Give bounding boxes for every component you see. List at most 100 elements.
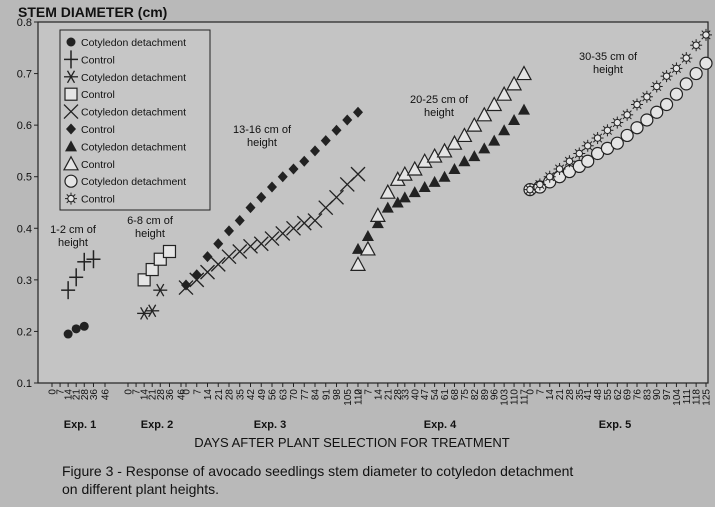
caption-line-2: on different plant heights. xyxy=(62,481,219,497)
marker-circle-open xyxy=(699,56,713,70)
x-tick-label: 97 xyxy=(662,389,673,401)
x-tick-label: 0 xyxy=(48,389,59,395)
x-tick-label: 104 xyxy=(672,389,683,406)
legend-label: Cotyledon detachment xyxy=(81,107,186,119)
legend-label: Control xyxy=(81,159,115,171)
marker-x-b xyxy=(232,244,248,259)
x-tick-label: 28 xyxy=(225,389,236,401)
x-tick-label: 7 xyxy=(535,389,546,395)
figure-caption: Figure 3 - Response of avocado seedlings… xyxy=(62,462,662,498)
x-tick-label: 112 xyxy=(354,389,365,405)
experiment-label: Exp. 3 xyxy=(254,419,286,431)
marker-x-b xyxy=(200,264,215,280)
experiment-label: Exp. 4 xyxy=(424,419,457,431)
x-tick-label: 40 xyxy=(410,389,421,401)
legend: Cotyledon detachment Control Cotyledon det… xyxy=(59,29,211,211)
marker-diamond xyxy=(267,181,277,193)
x-tick-label: 83 xyxy=(642,389,653,401)
x-tick-label: 28 xyxy=(80,389,91,401)
x-tick-label: 14 xyxy=(64,389,75,401)
marker-triangle-open xyxy=(359,240,376,256)
marker-x-b xyxy=(296,215,312,231)
marker-triangle-open xyxy=(476,106,493,122)
x-tick-label: 21 xyxy=(383,389,394,401)
marker-dot xyxy=(79,321,89,331)
x-tick-label: 84 xyxy=(311,389,322,401)
x-tick-label: 7 xyxy=(192,389,203,395)
marker-triangle xyxy=(478,142,491,154)
x-tick-label: 117 xyxy=(520,389,531,405)
marker-triangle xyxy=(398,191,411,203)
marker-diamond xyxy=(310,145,320,157)
x-tick-label: 125 xyxy=(702,389,713,406)
x-tick-label: 7 xyxy=(56,389,67,395)
marker-x-b xyxy=(275,225,291,241)
height-annotation: height xyxy=(247,137,277,149)
x-tick-label: 103 xyxy=(500,389,511,406)
x-tick-label: 56 xyxy=(268,389,279,401)
marker-diamond xyxy=(213,238,224,250)
marker-triangle-open xyxy=(456,127,473,143)
marker-circle-open xyxy=(689,66,703,81)
series-triangle-open xyxy=(349,65,533,271)
y-tick-label: 0.6 xyxy=(17,120,32,132)
series-starburst xyxy=(524,28,712,196)
marker-triangle xyxy=(408,186,421,198)
x-tick-label: 36 xyxy=(89,389,100,401)
y-tick-label: 0.2 xyxy=(17,326,32,338)
x-tick-label: 21 xyxy=(555,389,566,401)
x-tick-label: 42 xyxy=(246,389,257,401)
x-tick-label: 75 xyxy=(460,389,471,401)
marker-diamond xyxy=(342,114,353,126)
marker-square xyxy=(64,87,78,101)
x-tick-label: 77 xyxy=(300,389,311,401)
x-tick-label: 33 xyxy=(400,389,411,401)
marker-starburst-core xyxy=(555,165,564,173)
marker-diamond xyxy=(191,269,202,281)
marker-star-arm xyxy=(66,70,76,84)
marker-triangle-open xyxy=(466,116,483,132)
x-tick-label: 89 xyxy=(480,389,491,401)
height-annotation: height xyxy=(424,107,454,119)
caption-line-1: Figure 3 - Response of avocado seedlings… xyxy=(62,463,574,479)
marker-x-b xyxy=(221,249,237,265)
x-tick-label: 70 xyxy=(289,389,300,401)
marker-triangle xyxy=(391,196,404,208)
x-axis-label: DAYS AFTER PLANT SELECTION FOR TREATMENT xyxy=(194,435,509,450)
marker-triangle xyxy=(381,201,394,213)
marker-triangle-open xyxy=(406,160,423,176)
x-tick-label: 28 xyxy=(156,389,167,401)
marker-x-b xyxy=(307,213,323,229)
marker-dot xyxy=(63,329,73,339)
marker-diamond xyxy=(202,251,213,263)
marker-starburst-core xyxy=(526,185,534,194)
x-tick-label: 7 xyxy=(132,389,143,395)
legend-label: Control xyxy=(81,54,115,66)
marker-starburst-core xyxy=(584,142,592,150)
marker-diamond xyxy=(256,191,267,203)
marker-triangle xyxy=(508,113,521,125)
y-tick-label: 0.5 xyxy=(17,172,32,184)
marker-diamond xyxy=(299,155,310,167)
marker-square xyxy=(137,273,151,287)
legend-label: Control xyxy=(81,194,115,206)
x-tick-label: 62 xyxy=(613,389,624,401)
marker-starburst-core xyxy=(702,31,710,39)
x-tick-label: 35 xyxy=(235,389,246,401)
height-annotation: 6-8 cm of xyxy=(127,215,174,227)
x-tick-label: 96 xyxy=(490,389,501,401)
legend-label: Cotyledon detachment xyxy=(81,37,186,49)
legend-label: Control xyxy=(81,124,115,136)
marker-x-b xyxy=(350,166,366,182)
marker-triangle xyxy=(438,170,451,182)
x-tick-label: 49 xyxy=(257,389,268,401)
marker-triangle xyxy=(498,124,511,136)
marker-triangle xyxy=(418,181,431,193)
height-annotation: 1-2 cm of xyxy=(50,224,97,236)
marker-triangle xyxy=(371,217,384,229)
marker-circle-open xyxy=(679,77,693,91)
x-tick-label: 46 xyxy=(101,389,112,401)
legend-label: Cotyledon detachment xyxy=(81,176,186,188)
marker-triangle-open xyxy=(506,75,523,91)
x-tick-label: 90 xyxy=(652,389,663,401)
